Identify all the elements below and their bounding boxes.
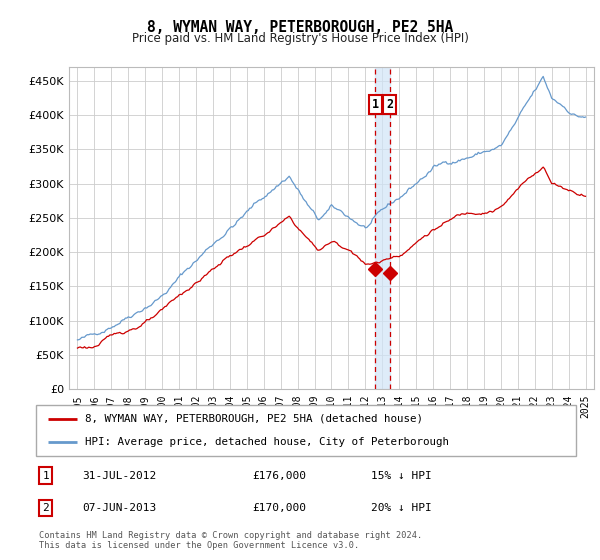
Text: 8, WYMAN WAY, PETERBOROUGH, PE2 5HA (detached house): 8, WYMAN WAY, PETERBOROUGH, PE2 5HA (det… [85, 414, 422, 424]
Text: 1: 1 [43, 470, 49, 480]
Text: HPI: Average price, detached house, City of Peterborough: HPI: Average price, detached house, City… [85, 437, 449, 447]
Text: 15% ↓ HPI: 15% ↓ HPI [371, 470, 431, 480]
Text: Contains HM Land Registry data © Crown copyright and database right 2024.
This d: Contains HM Land Registry data © Crown c… [39, 531, 422, 550]
Text: Price paid vs. HM Land Registry's House Price Index (HPI): Price paid vs. HM Land Registry's House … [131, 32, 469, 45]
Text: £176,000: £176,000 [252, 470, 306, 480]
Text: £170,000: £170,000 [252, 503, 306, 513]
Text: 20% ↓ HPI: 20% ↓ HPI [371, 503, 431, 513]
Text: 07-JUN-2013: 07-JUN-2013 [82, 503, 156, 513]
Text: 2: 2 [386, 98, 393, 111]
Text: 2: 2 [43, 503, 49, 513]
Text: 31-JUL-2012: 31-JUL-2012 [82, 470, 156, 480]
FancyBboxPatch shape [36, 405, 576, 456]
Bar [375, 67, 389, 389]
Text: 1: 1 [371, 98, 379, 111]
Text: 8, WYMAN WAY, PETERBOROUGH, PE2 5HA: 8, WYMAN WAY, PETERBOROUGH, PE2 5HA [147, 20, 453, 35]
